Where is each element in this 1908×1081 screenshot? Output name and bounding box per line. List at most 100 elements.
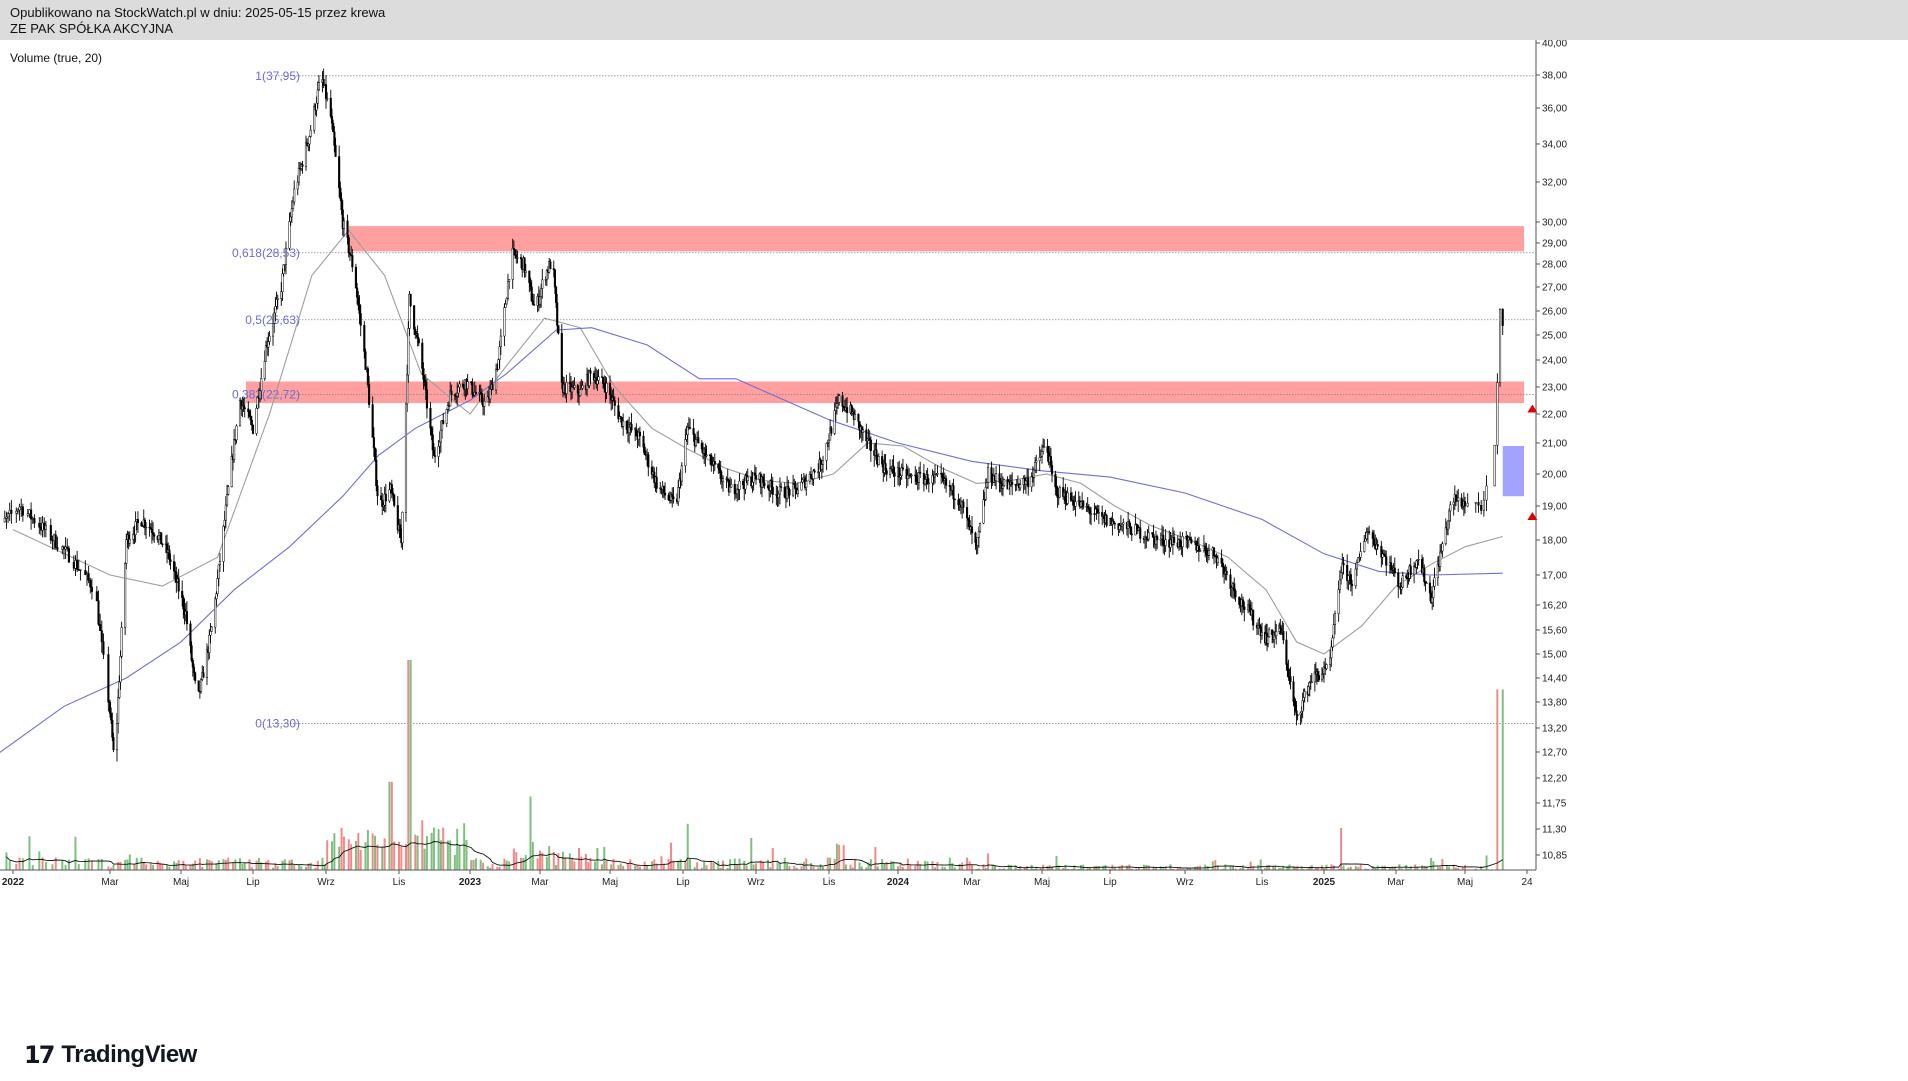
volume-bar	[152, 865, 154, 870]
candle-body	[4, 518, 6, 522]
volume-bar	[74, 837, 76, 870]
volume-bar	[755, 863, 757, 870]
volume-bar	[932, 861, 934, 870]
volume-bar	[1286, 866, 1288, 870]
candle-body	[193, 667, 195, 673]
candle-body	[1356, 563, 1358, 569]
volume-bar	[829, 858, 831, 870]
candle-body	[979, 523, 981, 531]
candle-body	[272, 323, 274, 336]
candle-body	[34, 518, 36, 523]
volume-bar	[225, 860, 227, 870]
candle-body	[318, 83, 320, 90]
volume-bar	[331, 841, 333, 870]
candle-body	[533, 305, 535, 306]
price-tick-label: 15,60	[1542, 626, 1567, 637]
candle-body	[1189, 537, 1191, 539]
volume-bar	[239, 858, 241, 870]
candle-body	[1089, 510, 1091, 514]
candle-body	[598, 377, 600, 381]
candle-body	[1333, 625, 1335, 638]
candle-body	[525, 271, 527, 273]
time-tick-label: Lip	[1103, 877, 1117, 888]
candle-body	[110, 713, 112, 720]
candle-body	[1457, 498, 1459, 501]
candle-body	[467, 382, 469, 389]
candle-body	[88, 573, 90, 580]
candle-body	[524, 258, 526, 273]
volume-bar	[175, 863, 177, 870]
candle-body	[338, 157, 340, 188]
candle-body	[1311, 682, 1313, 683]
candle-body	[210, 631, 212, 635]
candle-body	[1329, 658, 1331, 665]
candle-body	[554, 270, 556, 287]
candle-body	[32, 518, 34, 519]
candle-body	[433, 450, 435, 456]
volume-bar	[258, 858, 260, 870]
volume-bar	[84, 859, 86, 870]
candle-body	[512, 248, 514, 279]
volume-bar	[421, 820, 423, 870]
candle-body	[821, 465, 823, 470]
volume-bar	[515, 852, 517, 870]
candle-body	[555, 287, 557, 303]
candle-body	[432, 435, 434, 450]
price-chart[interactable]: 1(37,95)0,618(28,53)0,5(25,63)0,382(22,7…	[0, 40, 1908, 1081]
volume-bar	[710, 861, 712, 870]
candle-body	[218, 565, 220, 579]
volume-bar	[119, 862, 121, 870]
candle-body	[316, 103, 318, 110]
candle-body	[462, 384, 464, 386]
volume-bar	[88, 858, 90, 870]
volume-bar	[161, 864, 163, 870]
volume-bar	[668, 859, 670, 870]
candle-body	[363, 325, 365, 351]
candle-body	[1070, 493, 1072, 501]
volume-bar	[124, 860, 126, 870]
candle-body	[1296, 711, 1298, 715]
candle-body	[869, 438, 871, 440]
candle-body	[158, 535, 160, 539]
candle-body	[19, 507, 21, 510]
candle-body	[273, 313, 275, 323]
time-tick-label: Maj	[1457, 877, 1473, 888]
volume-bar	[338, 847, 340, 870]
volume-bar	[438, 829, 440, 870]
candle-body	[916, 476, 918, 482]
candle-body	[506, 298, 508, 304]
candle-body	[1431, 598, 1433, 603]
candle-body	[200, 679, 202, 691]
volume-bar	[546, 857, 548, 870]
candle-body	[399, 525, 401, 538]
candle-body	[347, 221, 349, 238]
candle-body	[805, 481, 807, 487]
candle-body	[99, 624, 101, 630]
candle-body	[1165, 540, 1167, 546]
candle-body	[532, 301, 534, 305]
volume-bar	[140, 858, 142, 870]
candle-body	[1034, 462, 1036, 470]
volume-bar	[637, 865, 639, 870]
price-candles	[4, 69, 1504, 762]
candle-body	[173, 562, 175, 571]
candle-body	[826, 443, 828, 460]
volume-bar	[854, 859, 856, 870]
candle-body	[1373, 539, 1375, 545]
candle-body	[113, 737, 115, 750]
candle-body	[597, 380, 599, 384]
candle-body	[1494, 445, 1496, 486]
volume-bar	[5, 852, 7, 870]
candle-body	[603, 384, 605, 387]
volume-bar	[838, 845, 840, 870]
time-tick-label: Wrz	[317, 877, 335, 888]
volume-bar	[629, 859, 631, 870]
candle-body	[475, 392, 477, 393]
candle-body	[1483, 500, 1485, 510]
candle-body	[162, 544, 164, 545]
candle-body	[643, 436, 645, 447]
volume-bar	[805, 859, 807, 870]
volume-bar	[281, 861, 283, 870]
volume-bar	[1250, 862, 1252, 870]
candle-body	[1497, 383, 1499, 446]
